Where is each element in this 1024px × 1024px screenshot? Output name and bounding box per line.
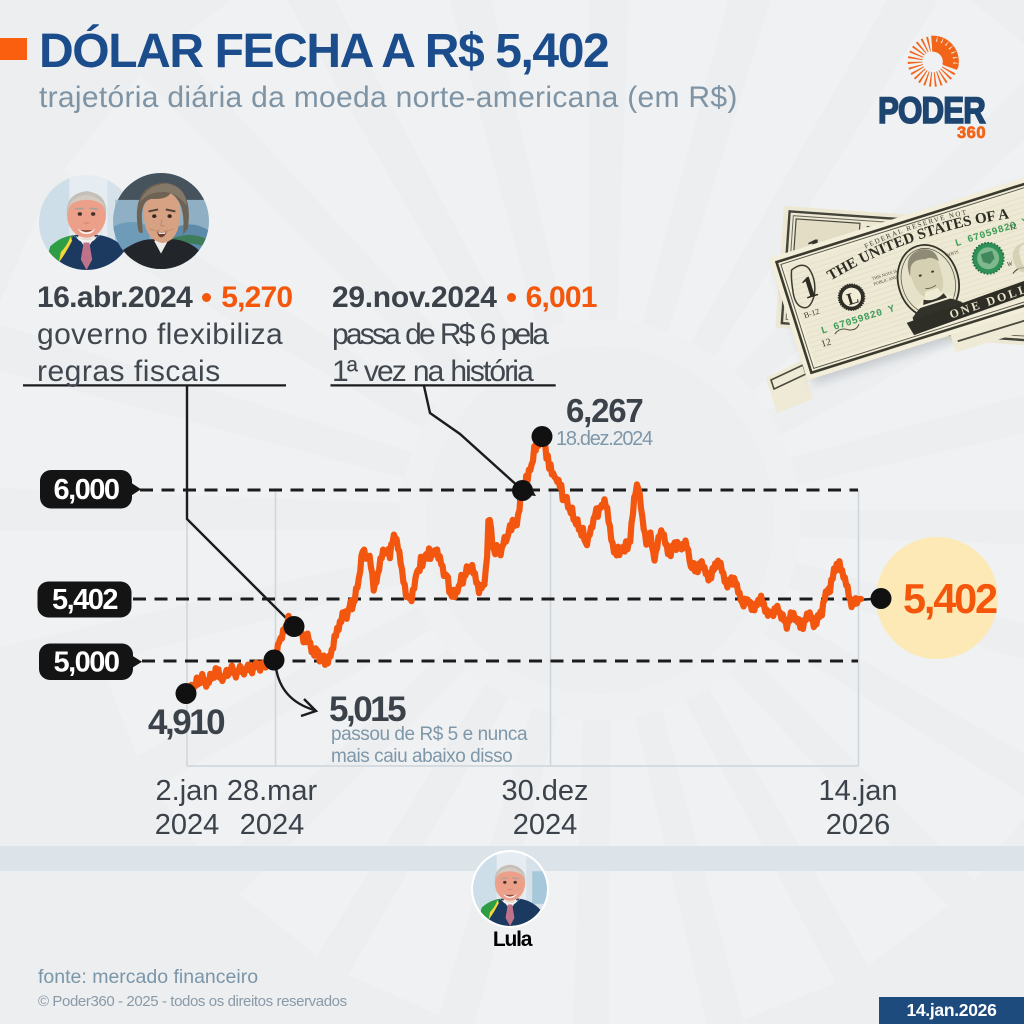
svg-text:W: W xyxy=(1006,259,1015,269)
svg-text:12: 12 xyxy=(1008,221,1018,232)
svg-text:12: 12 xyxy=(820,337,833,350)
svg-text:5,000: 5,000 xyxy=(53,646,118,678)
svg-text:PODER: PODER xyxy=(878,90,985,131)
svg-text:6,000: 6,000 xyxy=(53,474,118,506)
svg-text:5,402: 5,402 xyxy=(52,584,117,616)
svg-text:360: 360 xyxy=(957,124,986,142)
svg-text:L: L xyxy=(844,288,861,310)
